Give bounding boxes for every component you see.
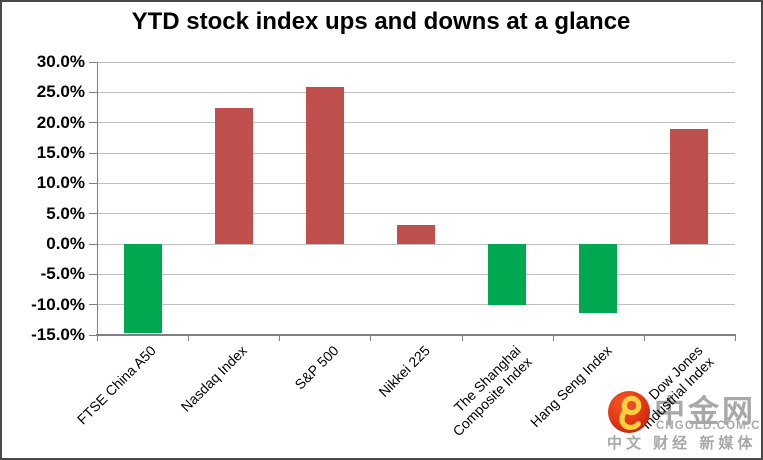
y-tick-label: -15.0%	[31, 325, 85, 344]
gridline	[97, 122, 735, 124]
y-axis-tick	[89, 152, 97, 154]
gridline	[97, 152, 735, 154]
x-axis-tick	[279, 336, 281, 341]
gridline	[97, 91, 735, 93]
y-tick-label: 30.0%	[36, 52, 85, 71]
bar-hang-seng-index	[579, 244, 618, 313]
x-category-label: Nasdaq Index	[177, 342, 251, 415]
watermark-tagline-text: 中文 财经 新媒体	[607, 435, 757, 452]
bar-s-p-500	[305, 86, 344, 244]
x-axis-tick	[643, 336, 645, 341]
watermark-domain-text: CNGOLD.COM.CN	[656, 420, 763, 432]
gridline	[97, 243, 735, 245]
bar-nasdaq-index	[214, 108, 253, 244]
y-axis-tick	[89, 304, 97, 306]
x-axis-tick	[461, 336, 463, 341]
y-axis-tick	[89, 213, 97, 215]
bar-ftse-china-a50	[123, 244, 162, 334]
bar-nikkei-225	[397, 225, 435, 244]
x-axis-tick	[370, 336, 372, 341]
y-tick-label: 0.0%	[46, 234, 85, 253]
y-axis-tick	[89, 91, 97, 93]
x-axis-line	[96, 334, 736, 336]
y-axis-tick	[89, 122, 97, 124]
y-axis-tick	[89, 273, 97, 275]
x-category-label: S&P 500	[291, 342, 342, 393]
bar-the-shanghai-composite-index	[488, 244, 527, 306]
x-axis-tick	[552, 336, 554, 341]
y-tick-label: -10.0%	[31, 294, 85, 314]
y-axis-tick	[89, 243, 97, 245]
y-tick-label: 15.0%	[36, 143, 85, 162]
gridline	[97, 213, 735, 215]
x-category-label: FTSE China A50	[74, 342, 160, 428]
x-axis-tick	[188, 336, 190, 341]
gridline	[97, 273, 735, 275]
y-tick-label: 5.0%	[46, 203, 85, 223]
y-tick-label: 20.0%	[36, 112, 85, 132]
x-axis-tick	[735, 336, 736, 341]
cngold-flame-logo-icon	[607, 390, 651, 434]
x-category-label: Nikkei 225	[375, 342, 433, 400]
y-tick-label: 10.0%	[36, 173, 85, 193]
y-axis-tick	[89, 182, 97, 184]
y-tick-label: -5.0%	[40, 264, 85, 284]
x-axis-tick	[97, 336, 98, 341]
y-axis-tick	[89, 61, 97, 63]
x-category-label: The Shanghai Composite Index	[449, 342, 535, 439]
y-tick-label: 25.0%	[36, 82, 85, 102]
y-axis-tick	[89, 334, 97, 336]
plot-area	[97, 61, 735, 336]
x-category-label: Hang Seng Index	[527, 342, 615, 431]
gridline	[97, 304, 735, 306]
gridline	[97, 182, 735, 184]
bar-dow-jones-industrial-index	[670, 128, 709, 244]
watermark-brand-text: 中金网	[654, 394, 756, 429]
gridline	[97, 61, 735, 63]
y-axis-line	[97, 62, 98, 335]
chart-title: YTD stock index ups and downs at a glanc…	[131, 8, 631, 35]
